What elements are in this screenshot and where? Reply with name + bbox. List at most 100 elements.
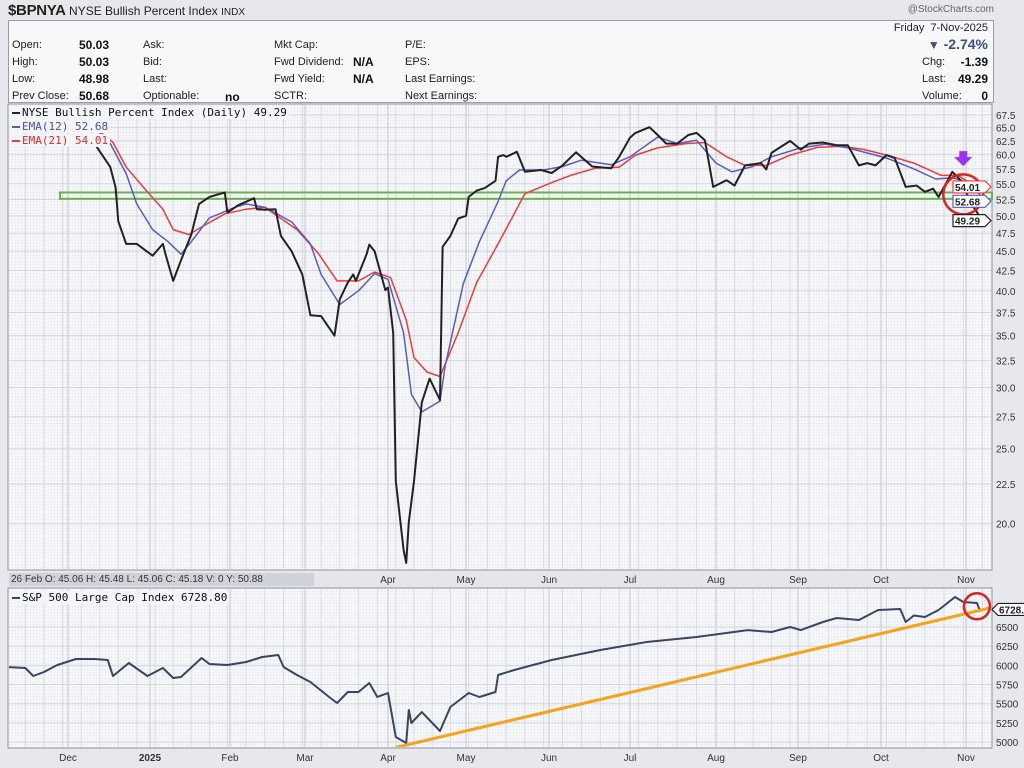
- x-tick-label-strip: Sep: [789, 575, 807, 586]
- legend-spx-name: S&P 500 Large Cap Index: [22, 591, 175, 604]
- legend-bpnya-value: 49.29: [253, 106, 287, 119]
- percent-change-value: -2.74%: [943, 36, 988, 52]
- y-tick-label: 67.5: [996, 111, 1016, 122]
- x-tick-label-strip: Jun: [541, 575, 557, 586]
- legend-ema21-value: 54.01: [74, 134, 109, 147]
- price-tag-label: 49.29: [955, 217, 980, 228]
- volume-value: 0: [981, 89, 988, 103]
- high-label: High:: [12, 56, 38, 68]
- price-tag: 49.29: [952, 214, 992, 228]
- symbol: $BPNYA: [8, 2, 66, 19]
- legend-bpnya-name: NYSE Bullish Percent Index (Daily): [22, 106, 248, 119]
- fwd-yield-value: N/A: [353, 72, 374, 86]
- y-tick-label: 6000: [996, 661, 1019, 672]
- prev-close-label: Prev Close:: [12, 90, 69, 102]
- spx-line: [9, 596, 983, 744]
- open-value: 50.03: [78, 38, 109, 52]
- y-tick-label: 5000: [996, 738, 1019, 749]
- last-label: Last:: [143, 73, 167, 85]
- x-tick-label-strip: May: [457, 575, 476, 586]
- quote-date-value: 7-Nov-2025: [930, 22, 988, 34]
- mkt-cap-label: Mkt Cap:: [274, 39, 319, 51]
- triangle-down-icon: ▼: [927, 38, 940, 52]
- y-tick-label: 32.5: [996, 357, 1016, 368]
- upper-grid: [9, 105, 991, 569]
- price-tag-label: 52.68: [955, 197, 980, 208]
- eps-label: EPS:: [405, 56, 431, 68]
- y-tick-label: 45.0: [996, 247, 1016, 258]
- ema12-line: [93, 126, 984, 413]
- prev-close-value: 50.68: [78, 89, 109, 103]
- legend-ema12: EMA(12) 52.68: [10, 120, 111, 133]
- high-value: 50.03: [78, 55, 109, 69]
- chg-label: Chg:: [922, 56, 946, 68]
- price-tag-label: 54.01: [955, 183, 980, 194]
- last-earnings-label: Last Earnings:: [405, 73, 476, 85]
- percent-change: ▼ -2.74%: [928, 36, 988, 52]
- x-tick-label: Sep: [789, 753, 807, 764]
- y-tick-label: 35.0: [996, 332, 1016, 343]
- quote-panel: Open: 50.03 High: 50.03 Low: 48.98 Prev …: [8, 20, 994, 104]
- highlight-circle: [962, 592, 992, 621]
- y-tick-label: 50.0: [996, 212, 1016, 223]
- index-name: NYSE Bullish Percent Index: [69, 4, 218, 18]
- y-tick-label: 42.5: [996, 266, 1016, 277]
- price-tag: 54.01: [952, 180, 992, 194]
- pe-label: P/E:: [405, 39, 426, 51]
- y-tick-label: 47.5: [996, 229, 1016, 240]
- legend-ema21: EMA(21) 54.01: [10, 134, 111, 147]
- y-tick-label: 57.5: [996, 165, 1016, 176]
- x-tick-label: Jun: [541, 753, 557, 764]
- sctr-label: SCTR:: [274, 90, 307, 102]
- x-tick-label: Mar: [296, 753, 314, 764]
- y-tick-label: 27.5: [996, 413, 1016, 424]
- chart-title: $BPNYA NYSE Bullish Percent Index INDX: [8, 2, 245, 19]
- copyright: @StockCharts.com: [907, 4, 994, 15]
- y-tick-label: 60.0: [996, 151, 1016, 162]
- x-tick-label: Aug: [707, 753, 725, 764]
- y-tick-label: 6500: [996, 623, 1019, 634]
- ask-label: Ask:: [143, 39, 165, 51]
- open-label: Open:: [12, 39, 42, 51]
- legend-swatch: [12, 597, 20, 599]
- quote-date: Friday 7-Nov-2025: [894, 22, 988, 34]
- volume-label: Volume:: [922, 90, 962, 102]
- legend-swatch: [12, 112, 20, 114]
- x-tick-label: Dec: [59, 753, 77, 764]
- legend-swatch: [12, 126, 20, 128]
- y-tick-label: 6250: [996, 642, 1019, 653]
- y-tick-label: 5750: [996, 681, 1019, 692]
- x-tick-label: Feb: [221, 753, 239, 764]
- next-earnings-label: Next Earnings:: [405, 90, 478, 102]
- x-tick-label: Apr: [380, 753, 396, 764]
- legend-spx: S&P 500 Large Cap Index 6728.80: [10, 591, 230, 604]
- x-tick-label: Nov: [957, 753, 975, 764]
- x-tick-label-strip: Aug: [707, 575, 725, 586]
- y-tick-label: 20.0: [996, 520, 1016, 531]
- price-tag: 6728.80: [991, 602, 1024, 616]
- y-tick-label: 25.0: [996, 445, 1016, 456]
- x-tick-label-strip: Oct: [873, 575, 889, 586]
- optionable-label: Optionable:: [143, 90, 200, 102]
- legend-ema21-name: EMA(21): [22, 134, 69, 147]
- fwd-yield-label: Fwd Yield:: [274, 73, 325, 85]
- x-tick-label: Oct: [873, 753, 889, 764]
- legend-spx-value: 6728.80: [180, 591, 228, 604]
- legend-ema12-name: EMA(12): [22, 120, 69, 133]
- y-tick-label: 65.0: [996, 124, 1016, 135]
- crosshair-readout: 26 Feb O: 45.06 H: 45.48 L: 45.06 C: 45.…: [9, 573, 314, 586]
- quote-day: Friday: [893, 22, 925, 34]
- x-tick-label: May: [457, 753, 476, 764]
- y-tick-label: 62.5: [996, 137, 1016, 148]
- x-tick-label-strip: Nov: [957, 575, 975, 586]
- y-tick-label: 40.0: [996, 287, 1016, 298]
- y-tick-label: 5250: [996, 719, 1019, 730]
- ema21-line: [94, 126, 983, 378]
- low-value: 48.98: [78, 72, 109, 86]
- arrow-down-icon: [954, 151, 973, 167]
- y-tick-label: 55.0: [996, 180, 1016, 191]
- last-price-value: 49.29: [957, 72, 988, 86]
- exchange: INDX: [221, 7, 246, 18]
- bid-label: Bid:: [143, 56, 162, 68]
